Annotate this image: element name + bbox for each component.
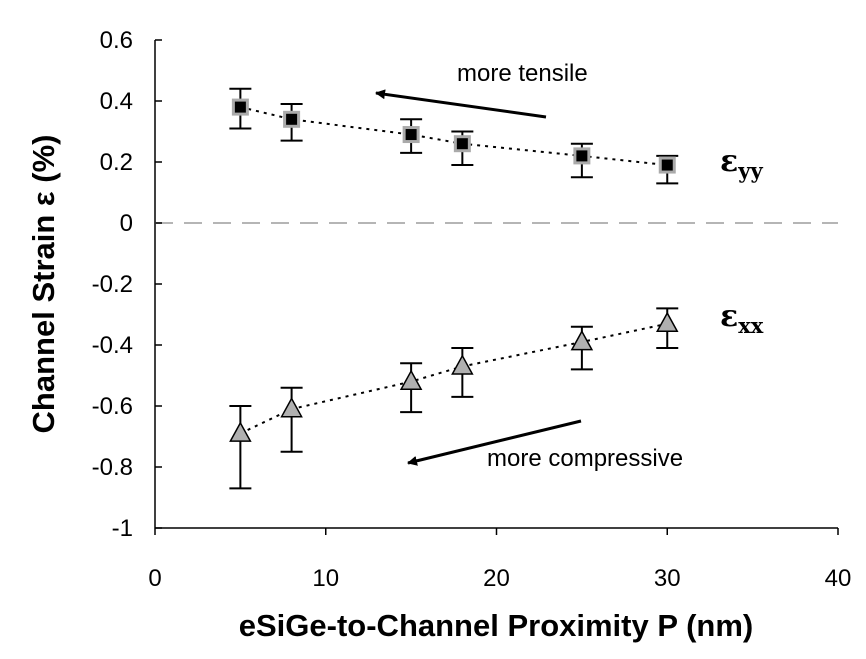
y-tick-label: -1 — [112, 515, 133, 542]
arrow-more-tensile — [375, 89, 547, 119]
y-tick-label: -0.2 — [92, 271, 133, 298]
data-point — [402, 126, 420, 144]
annotation-more-compressive: more compressive — [487, 445, 683, 472]
y-tick-label: 0 — [120, 210, 133, 237]
data-point — [280, 396, 303, 418]
y-tick-label: -0.4 — [92, 332, 133, 359]
y-tick-label: 0.6 — [100, 27, 133, 54]
x-ticks: 0 10 20 30 40 — [148, 528, 851, 592]
series-label-eyy: εyy — [720, 144, 763, 183]
data-point — [399, 369, 423, 390]
data-point — [658, 156, 676, 174]
x-tick-label: 0 — [148, 565, 161, 592]
y-tick-label: -0.6 — [92, 393, 133, 420]
series-label-exx: εxx — [720, 299, 764, 338]
data-point — [570, 329, 594, 351]
data-point — [451, 354, 474, 375]
data-point — [655, 311, 679, 333]
x-tick-label: 20 — [483, 565, 510, 592]
data-point — [453, 135, 471, 153]
x-tick-label: 10 — [312, 565, 339, 592]
annotation-more-tensile: more tensile — [457, 60, 588, 87]
series-line — [240, 106, 668, 167]
arrow-more-compressive — [407, 419, 582, 466]
data-point — [283, 110, 301, 128]
y-ticks: -1 -0.8 -0.6 -0.4 -0.2 0 0.2 0.4 0.6 — [92, 27, 162, 542]
data-point — [573, 147, 591, 165]
y-tick-label: 0.4 — [100, 88, 133, 115]
data-point — [229, 421, 252, 442]
series-xx — [229, 307, 679, 490]
series-yy — [229, 87, 679, 185]
series-line — [239, 322, 668, 435]
series-layer — [229, 87, 679, 490]
y-tick-label: 0.2 — [100, 149, 133, 176]
data-point — [231, 98, 249, 116]
x-axis-title: eSiGe-to-Channel Proximity P (nm) — [239, 608, 753, 643]
y-tick-label: -0.8 — [92, 454, 133, 481]
x-tick-label: 40 — [825, 565, 852, 592]
x-tick-label: 30 — [654, 565, 681, 592]
y-axis-title: Channel Strain ε (%) — [26, 135, 61, 434]
